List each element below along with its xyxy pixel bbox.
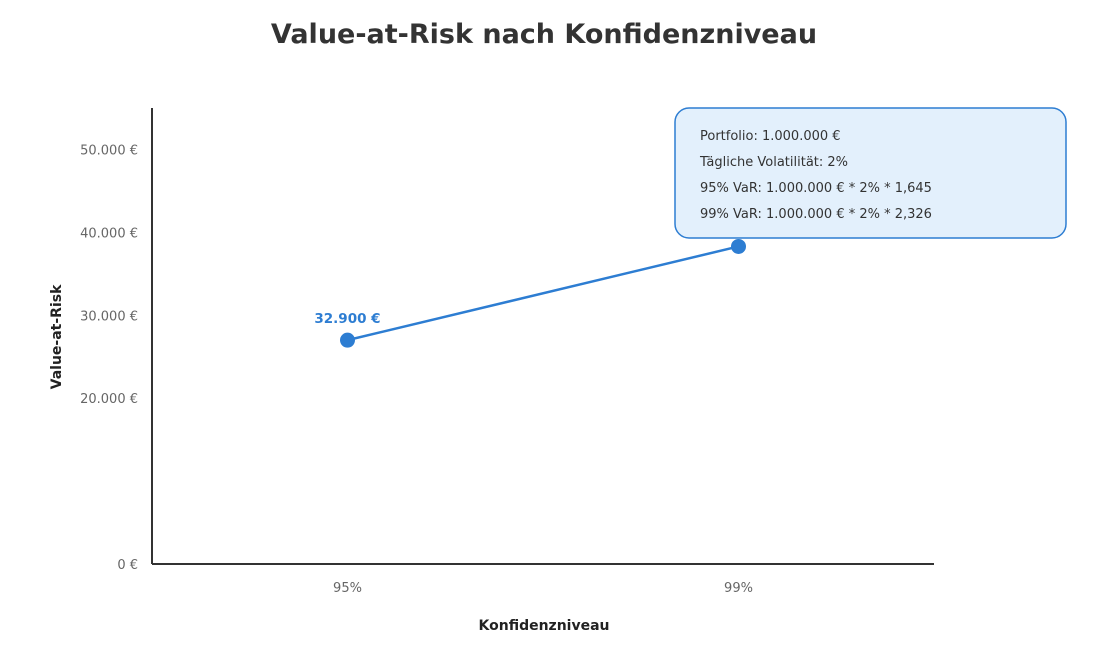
- info-line: Portfolio: 1.000.000 €: [700, 129, 841, 144]
- y-tick-label: 50.000 €: [80, 143, 138, 158]
- info-box-background: [674, 107, 1067, 239]
- y-tick-label: 0 €: [117, 558, 138, 573]
- series-var: [340, 238, 746, 348]
- x-axis: 95% 99%: [152, 563, 934, 596]
- y-tick-label: 30.000 €: [80, 309, 138, 324]
- data-point: [731, 238, 746, 254]
- data-point: [340, 332, 355, 348]
- y-tick-label: 20.000 €: [80, 392, 138, 407]
- y-axis: 0 € 20.000 € 30.000 € 40.000 € 50.000 €: [80, 108, 153, 573]
- info-annotation-box: Portfolio: 1.000.000 € Tägliche Volatili…: [674, 107, 1067, 239]
- y-tick-label: 40.000 €: [80, 226, 138, 241]
- chart-title: Value-at-Risk nach Konfidenzniveau: [271, 19, 817, 50]
- info-line: 99% VaR: 1.000.000 € * 2% * 2,326: [700, 207, 932, 222]
- info-line: 95% VaR: 1.000.000 € * 2% * 1,645: [700, 181, 932, 196]
- x-tick-label: 95%: [333, 581, 362, 596]
- series-line: [347, 245, 739, 342]
- info-line: Tägliche Volatilität: 2%: [699, 155, 848, 170]
- x-tick-label: 99%: [724, 581, 753, 596]
- data-label: 32.900 €: [314, 311, 380, 327]
- x-axis-title: Konfidenzniveau: [479, 618, 610, 634]
- y-axis-title: Value-at-Risk: [49, 284, 65, 389]
